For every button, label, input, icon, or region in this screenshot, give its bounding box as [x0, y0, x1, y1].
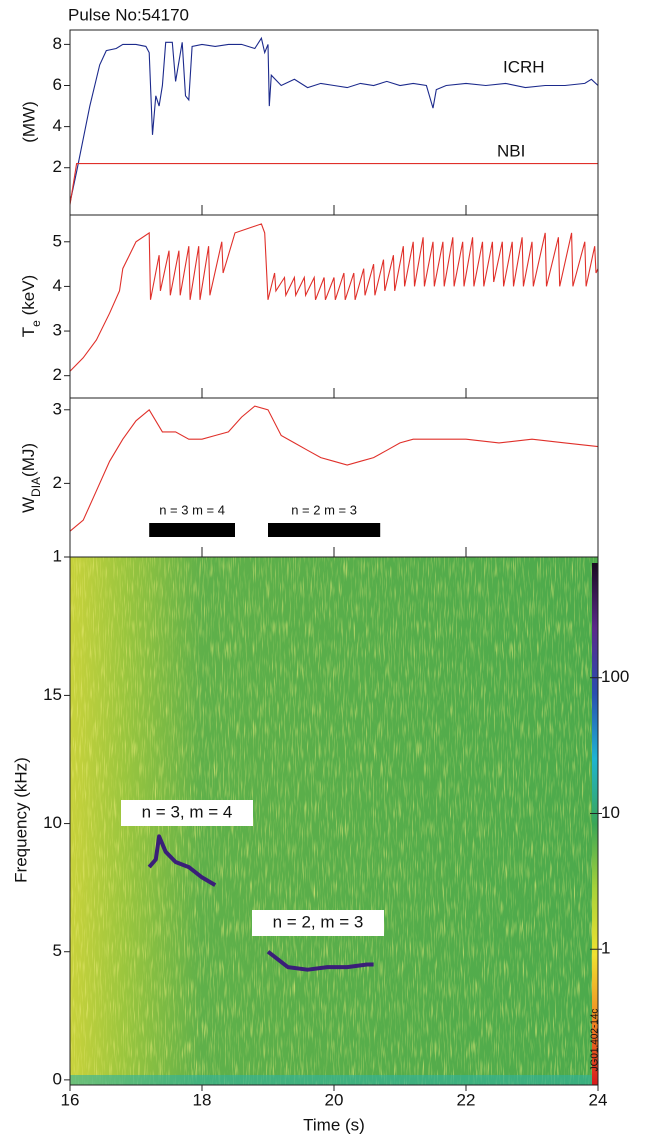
colorbar-tick-label: 100 [601, 667, 629, 686]
y-axis-label-sub: e [29, 320, 43, 327]
y-axis-label-unit: (keV) [19, 275, 38, 320]
x-axis-label: Time (s) [303, 1115, 365, 1134]
interval-label: n = 2 m = 3 [291, 502, 357, 517]
y-tick-label: 10 [43, 813, 62, 832]
y-tick-label: 2 [53, 157, 62, 176]
y-axis-label-main: T [19, 327, 38, 337]
y-axis-label-unit: (MJ) [19, 443, 38, 477]
colorbar [592, 563, 598, 1085]
spectrogram-floor [70, 1075, 598, 1085]
series-label: ICRH [503, 57, 545, 76]
y-axis-label-sub: DIA [29, 477, 43, 497]
y-tick-label: 0 [53, 1069, 62, 1088]
mode-label: n = 3, m = 4 [142, 802, 233, 821]
line [69, 163, 598, 205]
y-axis-label-main: W [19, 497, 38, 513]
interval-bar [268, 523, 381, 537]
y-tick-label: 1 [53, 546, 62, 565]
mode-trace [266, 950, 374, 972]
y-tick-label: 3 [53, 399, 62, 418]
y-tick-label: 15 [43, 685, 62, 704]
series-label: NBI [497, 141, 525, 160]
x-tick-label: 20 [325, 1090, 344, 1109]
x-tick-label: 18 [193, 1090, 212, 1109]
mode-trace [147, 834, 217, 887]
y-tick-label: 2 [53, 365, 62, 384]
y-axis-label: (MW) [19, 101, 38, 143]
annotation: JG01.402-14c [590, 1009, 601, 1072]
y-tick-label: 4 [53, 276, 62, 295]
y-tick-label: 8 [53, 34, 62, 53]
y-tick-label: 4 [53, 116, 62, 135]
y-axis-label: WDIA(MJ) [19, 443, 43, 513]
y-tick-label: 3 [53, 321, 62, 340]
x-tick-label: 22 [457, 1090, 476, 1109]
y-axis-label: Te (keV) [19, 275, 43, 337]
line [69, 223, 599, 372]
y-tick-label: 5 [53, 231, 62, 250]
x-tick-label: 24 [589, 1090, 608, 1109]
mode-label-box [252, 910, 384, 936]
interval-label: n = 3 m = 4 [159, 502, 225, 517]
y-axis-label: Frequency (kHz) [11, 757, 30, 883]
x-tick-label: 16 [61, 1090, 80, 1109]
line [69, 36, 599, 203]
mode-label-box [121, 800, 253, 826]
chart-title: Pulse No:54170 [68, 5, 189, 24]
y-tick-label: 5 [53, 941, 62, 960]
colorbar-tick-label: 10 [601, 803, 620, 822]
interval-bar [149, 523, 235, 537]
y-tick-label: 2 [53, 473, 62, 492]
mode-label: n = 2, m = 3 [273, 912, 364, 931]
line [69, 405, 599, 532]
colorbar-tick-label: 1 [601, 939, 610, 958]
y-tick-label: 6 [53, 75, 62, 94]
